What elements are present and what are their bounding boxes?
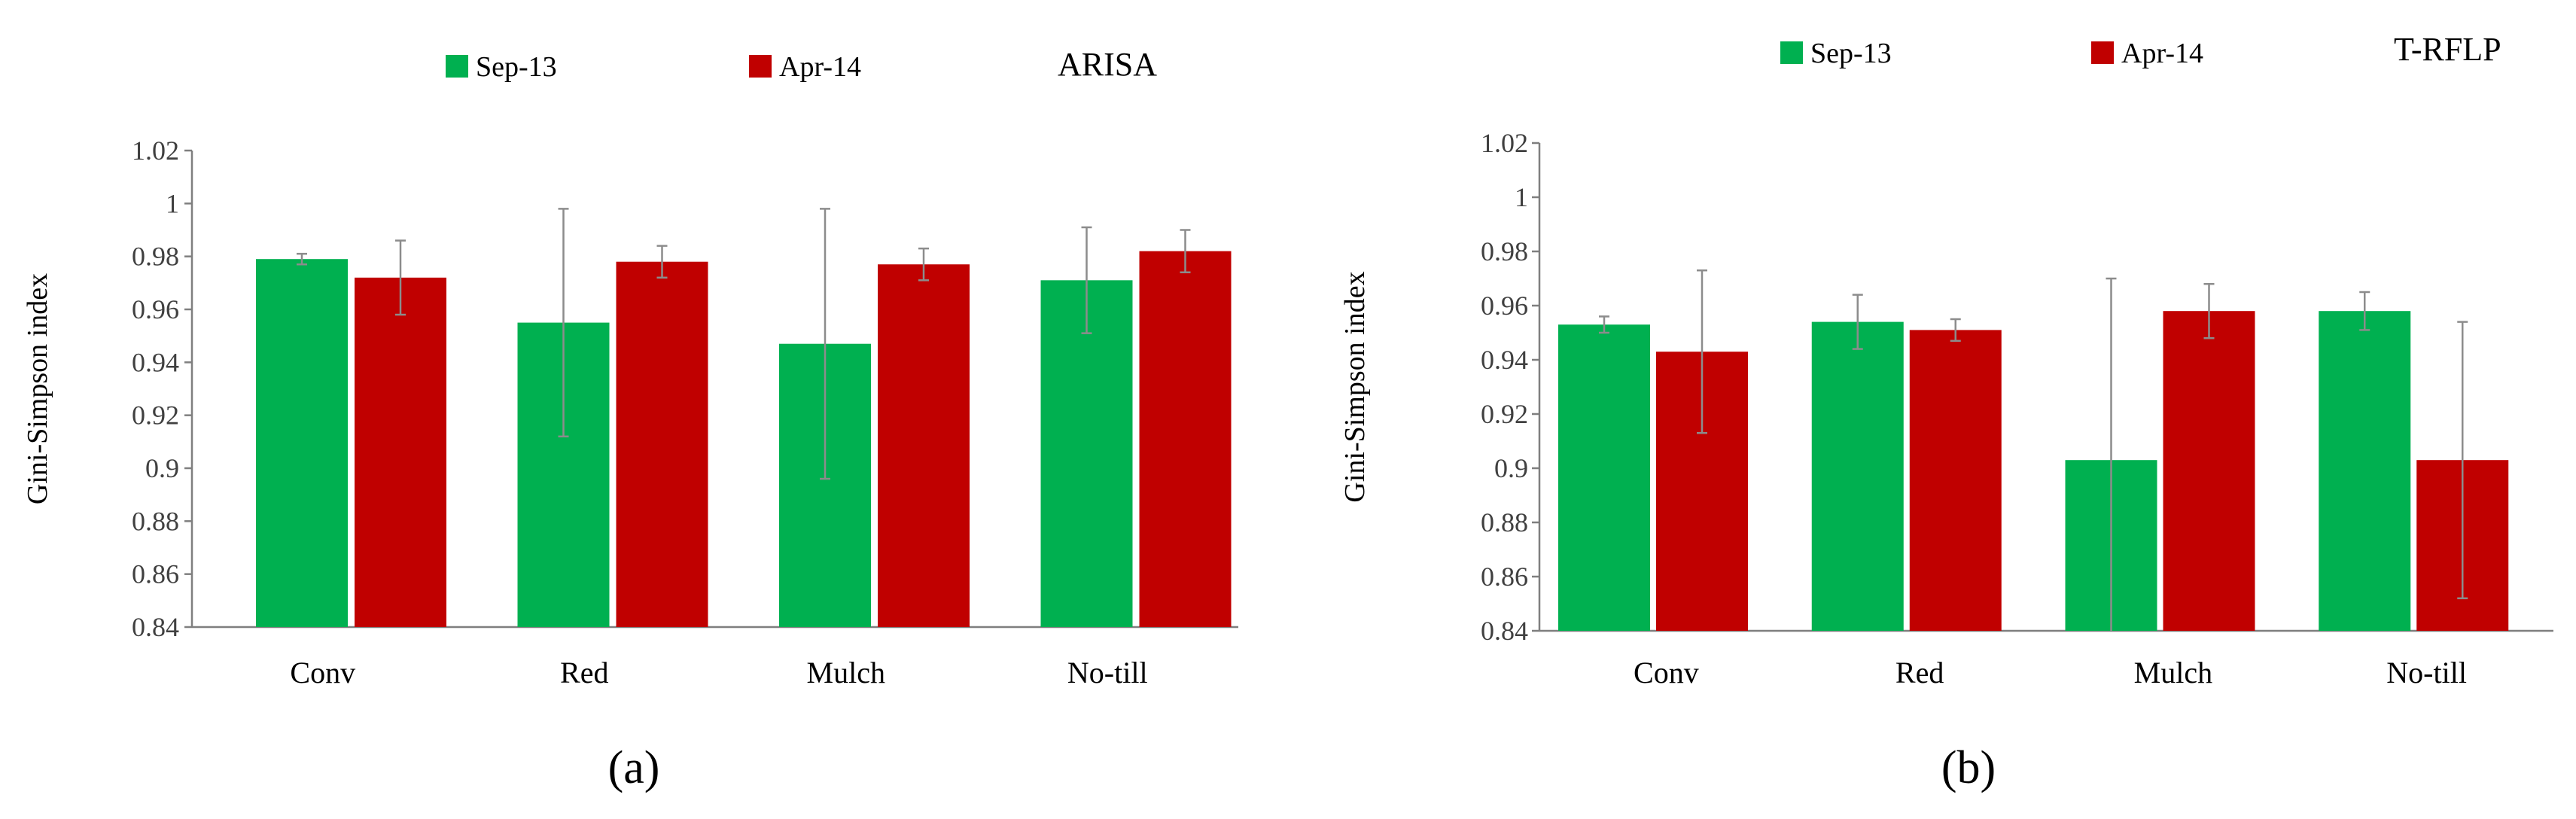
- y-tick-label: 0.98: [132, 242, 179, 272]
- y-tick-label: 0.94: [132, 347, 179, 377]
- y-tick-label: 0.9: [145, 453, 179, 483]
- y-tick-label: 0.88: [1481, 507, 1528, 537]
- y-tick-label: 0.86: [132, 559, 179, 589]
- legend-label: Sep-13: [476, 51, 557, 83]
- bar-sep-13: [1558, 324, 1650, 631]
- x-category-label: No-till: [2386, 656, 2467, 690]
- y-tick-label: 1.02: [1481, 128, 1528, 158]
- method-label: ARISA: [1058, 46, 1157, 83]
- x-category-label: Conv: [290, 656, 355, 690]
- bar-sep-13: [1811, 321, 1904, 631]
- legend-swatch-sep-13: [446, 55, 468, 78]
- chart-panel-b: 0.84 0.86 0.88 0.9 0.92 0.94 0.96 0.98 1 1.02 Gini…: [1339, 31, 2553, 793]
- y-tick-label: 0.96: [132, 294, 179, 324]
- bar-sep-13: [256, 259, 348, 627]
- y-tick-label: 0.88: [132, 506, 179, 536]
- x-category-label: Red: [560, 656, 608, 690]
- x-category-label: Red: [1895, 656, 1944, 690]
- bar-sep-13: [1040, 280, 1133, 627]
- legend-label: Apr-14: [779, 51, 861, 83]
- chart-panel-a: 0.84 0.86 0.88 0.9 0.92 0.94 0.96 0.98 1 1.02 Gini…: [22, 46, 1238, 793]
- legend-swatch-sep-13: [1780, 41, 1803, 64]
- bar-sep-13: [2319, 311, 2411, 631]
- y-tick-label: 0.84: [1481, 616, 1528, 646]
- panel-label: (b): [1941, 742, 1996, 793]
- panel-label: (a): [608, 742, 660, 793]
- bar-apr-14: [1909, 330, 2002, 631]
- y-axis-title: Gini-Simpson index: [1339, 271, 1371, 502]
- y-tick-label: 1: [1515, 182, 1528, 212]
- legend-label: Sep-13: [1810, 38, 1892, 69]
- y-tick-label: 1.02: [132, 135, 179, 166]
- bar-apr-14: [355, 277, 446, 627]
- bar-apr-14: [878, 264, 970, 627]
- y-tick-label: 0.92: [132, 400, 179, 431]
- bar-apr-14: [1139, 251, 1232, 627]
- y-tick-label: 0.86: [1481, 562, 1528, 592]
- legend-label: Apr-14: [2121, 38, 2203, 69]
- y-tick-label: 0.94: [1481, 345, 1528, 375]
- legend-swatch-apr-14: [2091, 41, 2114, 64]
- method-label: T-RFLP: [2394, 31, 2501, 68]
- y-tick-label: 0.9: [1494, 453, 1528, 483]
- y-tick-label: 1: [166, 188, 179, 218]
- x-category-label: No-till: [1067, 656, 1148, 690]
- x-category-label: Conv: [1634, 656, 1699, 690]
- bar-apr-14: [616, 261, 708, 627]
- y-axis-title: Gini-Simpson index: [22, 273, 53, 504]
- y-tick-label: 0.98: [1481, 236, 1528, 266]
- legend-swatch-apr-14: [749, 55, 772, 78]
- y-tick-label: 0.96: [1481, 291, 1528, 321]
- x-category-label: Mulch: [2134, 656, 2212, 690]
- bar-apr-14: [2163, 311, 2255, 631]
- y-tick-label: 0.92: [1481, 399, 1528, 429]
- y-tick-label: 0.84: [132, 612, 179, 642]
- x-category-label: Mulch: [807, 656, 885, 690]
